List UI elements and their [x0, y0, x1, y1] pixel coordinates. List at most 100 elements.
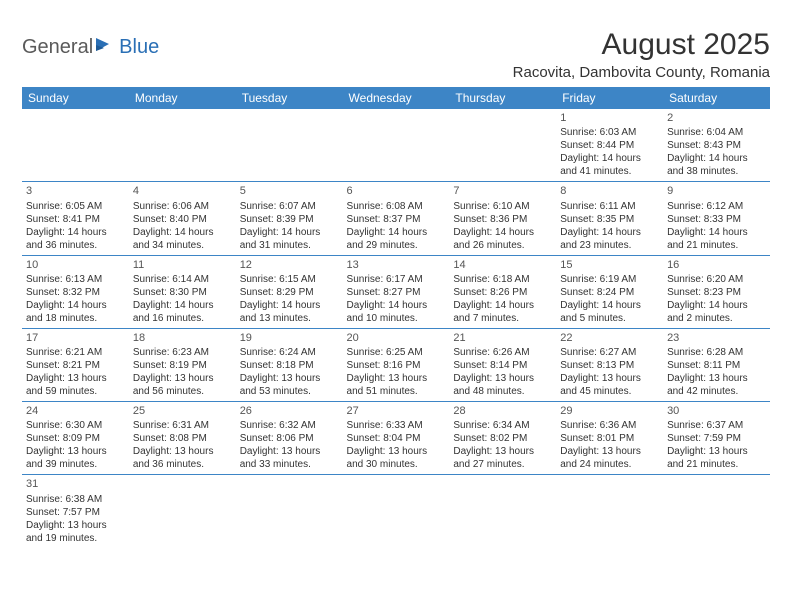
calendar-row: 31Sunrise: 6:38 AMSunset: 7:57 PMDayligh… — [22, 475, 770, 548]
sunset-text: Sunset: 8:30 PM — [133, 286, 232, 299]
daylight-text: Daylight: 14 hours and 10 minutes. — [347, 299, 446, 325]
sunrise-text: Sunrise: 6:33 AM — [347, 419, 446, 432]
sunset-text: Sunset: 8:36 PM — [453, 213, 552, 226]
sunrise-text: Sunrise: 6:15 AM — [240, 273, 339, 286]
calendar-cell: 12Sunrise: 6:15 AMSunset: 8:29 PMDayligh… — [236, 255, 343, 328]
sunrise-text: Sunrise: 6:03 AM — [560, 126, 659, 139]
daylight-text: Daylight: 14 hours and 34 minutes. — [133, 226, 232, 252]
calendar-cell: 22Sunrise: 6:27 AMSunset: 8:13 PMDayligh… — [556, 328, 663, 401]
daylight-text: Daylight: 13 hours and 45 minutes. — [560, 372, 659, 398]
day-number: 14 — [453, 258, 552, 272]
title-block: August 2025 Racovita, Dambovita County, … — [513, 28, 770, 81]
day-number: 27 — [347, 404, 446, 418]
col-tuesday: Tuesday — [236, 87, 343, 109]
calendar-cell — [663, 475, 770, 548]
calendar-cell: 26Sunrise: 6:32 AMSunset: 8:06 PMDayligh… — [236, 402, 343, 475]
day-number: 2 — [667, 111, 766, 125]
sunrise-text: Sunrise: 6:38 AM — [26, 493, 125, 506]
sunset-text: Sunset: 8:41 PM — [26, 213, 125, 226]
sunset-text: Sunset: 8:40 PM — [133, 213, 232, 226]
sunrise-text: Sunrise: 6:25 AM — [347, 346, 446, 359]
flag-icon — [95, 36, 117, 59]
daylight-text: Daylight: 13 hours and 33 minutes. — [240, 445, 339, 471]
calendar-cell: 31Sunrise: 6:38 AMSunset: 7:57 PMDayligh… — [22, 475, 129, 548]
sunrise-text: Sunrise: 6:08 AM — [347, 200, 446, 213]
day-number: 8 — [560, 184, 659, 198]
daylight-text: Daylight: 13 hours and 27 minutes. — [453, 445, 552, 471]
sunrise-text: Sunrise: 6:21 AM — [26, 346, 125, 359]
sunrise-text: Sunrise: 6:36 AM — [560, 419, 659, 432]
day-number: 17 — [26, 331, 125, 345]
sunset-text: Sunset: 8:26 PM — [453, 286, 552, 299]
daylight-text: Daylight: 13 hours and 24 minutes. — [560, 445, 659, 471]
calendar-cell: 18Sunrise: 6:23 AMSunset: 8:19 PMDayligh… — [129, 328, 236, 401]
day-number: 13 — [347, 258, 446, 272]
sunset-text: Sunset: 8:14 PM — [453, 359, 552, 372]
day-number: 29 — [560, 404, 659, 418]
day-number: 23 — [667, 331, 766, 345]
calendar-cell: 29Sunrise: 6:36 AMSunset: 8:01 PMDayligh… — [556, 402, 663, 475]
sunset-text: Sunset: 8:44 PM — [560, 139, 659, 152]
sunset-text: Sunset: 8:24 PM — [560, 286, 659, 299]
calendar-cell — [129, 475, 236, 548]
sunset-text: Sunset: 8:13 PM — [560, 359, 659, 372]
daylight-text: Daylight: 13 hours and 53 minutes. — [240, 372, 339, 398]
day-number: 9 — [667, 184, 766, 198]
sunset-text: Sunset: 7:57 PM — [26, 506, 125, 519]
calendar-cell — [449, 475, 556, 548]
sunrise-text: Sunrise: 6:06 AM — [133, 200, 232, 213]
calendar-cell — [129, 109, 236, 182]
sunset-text: Sunset: 8:37 PM — [347, 213, 446, 226]
day-number: 12 — [240, 258, 339, 272]
daylight-text: Daylight: 14 hours and 29 minutes. — [347, 226, 446, 252]
sunset-text: Sunset: 8:18 PM — [240, 359, 339, 372]
sunrise-text: Sunrise: 6:23 AM — [133, 346, 232, 359]
day-number: 3 — [26, 184, 125, 198]
day-number: 19 — [240, 331, 339, 345]
daylight-text: Daylight: 14 hours and 36 minutes. — [26, 226, 125, 252]
day-number: 20 — [347, 331, 446, 345]
calendar-cell: 28Sunrise: 6:34 AMSunset: 8:02 PMDayligh… — [449, 402, 556, 475]
calendar-cell: 3Sunrise: 6:05 AMSunset: 8:41 PMDaylight… — [22, 182, 129, 255]
calendar-cell — [343, 475, 450, 548]
daylight-text: Daylight: 14 hours and 26 minutes. — [453, 226, 552, 252]
sunrise-text: Sunrise: 6:30 AM — [26, 419, 125, 432]
sunrise-text: Sunrise: 6:28 AM — [667, 346, 766, 359]
sunset-text: Sunset: 8:08 PM — [133, 432, 232, 445]
col-thursday: Thursday — [449, 87, 556, 109]
daylight-text: Daylight: 14 hours and 18 minutes. — [26, 299, 125, 325]
calendar-row: 3Sunrise: 6:05 AMSunset: 8:41 PMDaylight… — [22, 182, 770, 255]
day-number: 10 — [26, 258, 125, 272]
sunrise-text: Sunrise: 6:32 AM — [240, 419, 339, 432]
day-number: 15 — [560, 258, 659, 272]
daylight-text: Daylight: 14 hours and 5 minutes. — [560, 299, 659, 325]
day-number: 4 — [133, 184, 232, 198]
calendar-cell — [236, 475, 343, 548]
sunrise-text: Sunrise: 6:13 AM — [26, 273, 125, 286]
calendar-table: Sunday Monday Tuesday Wednesday Thursday… — [22, 87, 770, 548]
calendar-cell: 24Sunrise: 6:30 AMSunset: 8:09 PMDayligh… — [22, 402, 129, 475]
header-row: Sunday Monday Tuesday Wednesday Thursday… — [22, 87, 770, 109]
logo-text-blue: Blue — [119, 36, 159, 59]
sunrise-text: Sunrise: 6:37 AM — [667, 419, 766, 432]
day-number: 28 — [453, 404, 552, 418]
sunset-text: Sunset: 8:04 PM — [347, 432, 446, 445]
day-number: 26 — [240, 404, 339, 418]
sunset-text: Sunset: 8:32 PM — [26, 286, 125, 299]
col-saturday: Saturday — [663, 87, 770, 109]
sunrise-text: Sunrise: 6:27 AM — [560, 346, 659, 359]
daylight-text: Daylight: 14 hours and 31 minutes. — [240, 226, 339, 252]
calendar-cell — [22, 109, 129, 182]
sunset-text: Sunset: 8:35 PM — [560, 213, 659, 226]
calendar-cell — [343, 109, 450, 182]
sunset-text: Sunset: 8:33 PM — [667, 213, 766, 226]
calendar-cell — [556, 475, 663, 548]
sunrise-text: Sunrise: 6:31 AM — [133, 419, 232, 432]
sunrise-text: Sunrise: 6:26 AM — [453, 346, 552, 359]
daylight-text: Daylight: 14 hours and 21 minutes. — [667, 226, 766, 252]
day-number: 1 — [560, 111, 659, 125]
day-number: 5 — [240, 184, 339, 198]
daylight-text: Daylight: 13 hours and 30 minutes. — [347, 445, 446, 471]
daylight-text: Daylight: 14 hours and 2 minutes. — [667, 299, 766, 325]
sunrise-text: Sunrise: 6:11 AM — [560, 200, 659, 213]
